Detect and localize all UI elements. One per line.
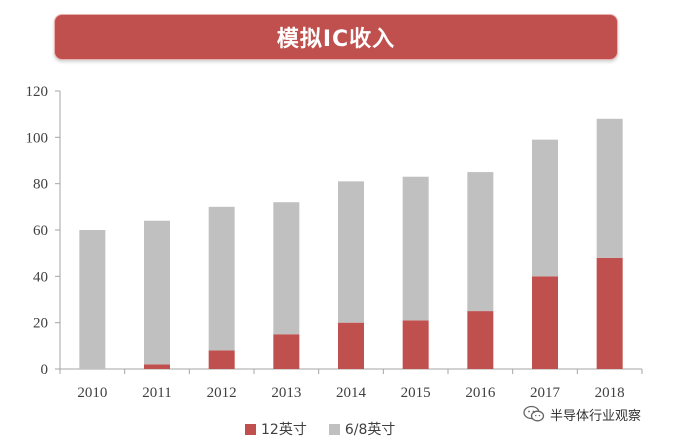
x-tick-label: 2013 xyxy=(271,385,301,401)
y-tick-label: 60 xyxy=(33,223,48,239)
x-tick-label: 2012 xyxy=(207,385,237,401)
bar-68inch xyxy=(273,202,300,335)
watermark: 半导体行业观察 xyxy=(523,402,641,426)
x-tick-label: 2015 xyxy=(401,385,431,401)
x-tick-label: 2017 xyxy=(530,385,561,401)
bar-12inch xyxy=(532,276,558,369)
legend-item-68inch: 6/8英寸 xyxy=(328,419,396,439)
y-tick-label: 0 xyxy=(41,362,49,378)
chart-title-banner: 模拟IC收入 xyxy=(54,14,618,60)
bar-12inch xyxy=(467,311,494,369)
bar-68inch xyxy=(79,230,106,369)
bar-12inch xyxy=(208,350,235,369)
legend-label-12inch: 12英寸 xyxy=(261,422,307,438)
bar-68inch xyxy=(596,118,623,258)
bar-12inch xyxy=(596,257,623,369)
bar-12inch xyxy=(402,320,429,369)
x-tick-label: 2016 xyxy=(465,385,496,401)
bar-12inch xyxy=(338,322,364,369)
bar-12inch xyxy=(144,364,170,369)
legend-label-68inch: 6/8英寸 xyxy=(344,422,396,438)
legend-swatch-12inch xyxy=(245,423,256,435)
chart-legend: 12英寸 6/8英寸 xyxy=(245,418,395,440)
watermark-text: 半导体行业观察 xyxy=(550,408,642,424)
bar-68inch xyxy=(208,206,235,351)
legend-swatch-68inch xyxy=(328,423,340,435)
bar-68inch xyxy=(338,181,364,323)
y-tick-label: 40 xyxy=(33,269,48,285)
bar-68inch xyxy=(532,139,558,277)
bar-68inch xyxy=(144,220,170,365)
x-tick-label: 2018 xyxy=(595,385,625,401)
wechat-icon xyxy=(523,405,545,422)
bar-12inch xyxy=(273,334,300,369)
x-tick-label: 2014 xyxy=(336,385,367,401)
y-tick-label: 100 xyxy=(26,130,49,146)
y-tick-label: 20 xyxy=(33,316,48,332)
x-tick-label: 2011 xyxy=(142,385,171,401)
x-tick-label: 2010 xyxy=(77,385,107,401)
y-tick-label: 120 xyxy=(26,84,49,100)
bar-68inch xyxy=(467,172,494,312)
bar-68inch xyxy=(402,176,429,321)
chart-title: 模拟IC收入 xyxy=(276,27,396,52)
legend-item-12inch: 12英寸 xyxy=(245,419,307,439)
y-tick-label: 80 xyxy=(33,177,48,193)
